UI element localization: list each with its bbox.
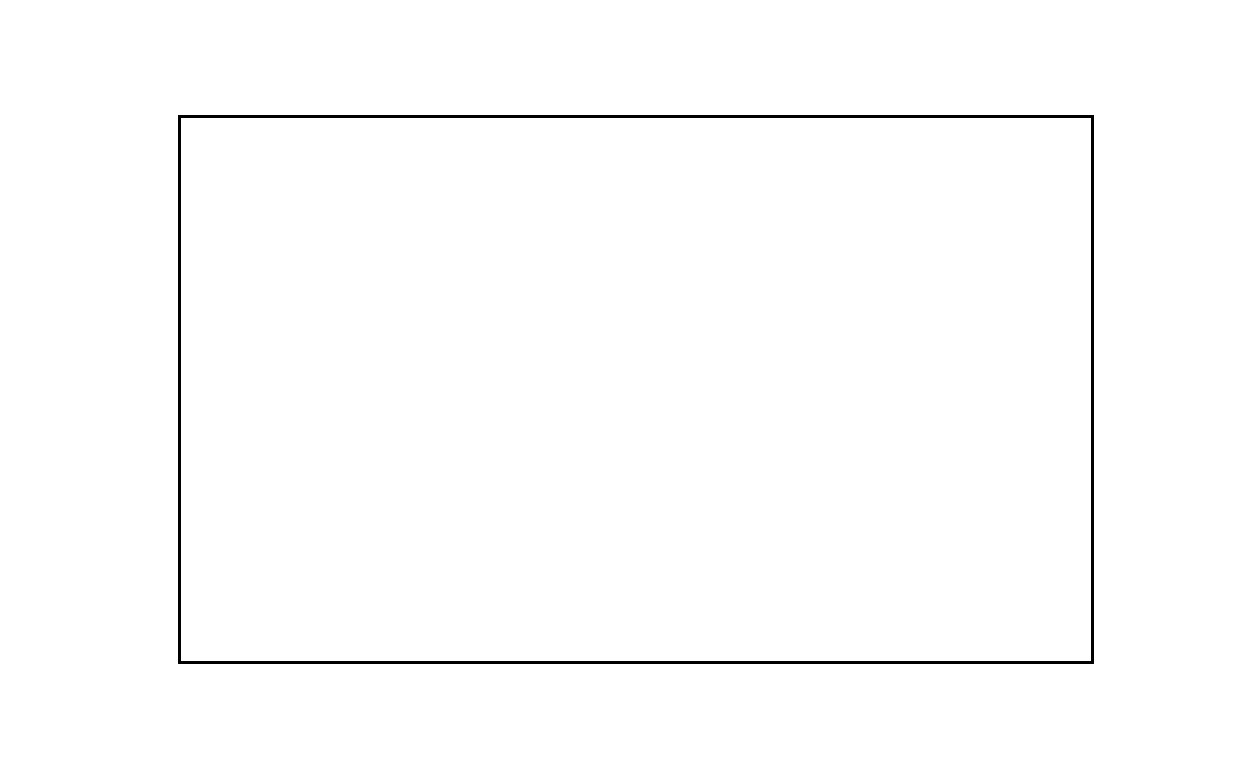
Text: 31: 31 <box>205 210 236 234</box>
Text: Reverse: Reverse <box>410 389 500 408</box>
Text: 34: 34 <box>205 386 236 410</box>
Text: 类型: 类型 <box>440 143 470 167</box>
Text: 37: 37 <box>205 562 236 587</box>
Text: GGCTGGTCTCAAACTCCTGAC: GGCTGGTCTCAAACTCCTGAC <box>676 447 941 467</box>
Text: Forward: Forward <box>410 564 500 584</box>
Text: TCCATGCATGACATCTCCCTT: TCCATGCATGACATCTCCCTT <box>676 506 941 526</box>
Text: C158T: C158T <box>286 594 358 614</box>
Text: A179G: A179G <box>285 476 361 497</box>
Text: 35: 35 <box>205 445 236 469</box>
Text: Reverse: Reverse <box>410 506 500 526</box>
Text: Forward: Forward <box>410 212 500 232</box>
Text: 36: 36 <box>205 503 236 527</box>
Bar <box>179 193 1092 310</box>
Bar <box>179 545 1092 662</box>
Text: 33: 33 <box>205 328 236 352</box>
Bar <box>179 428 1092 545</box>
Text: TGGTTTGTTGTTTGCTGGTAGG: TGGTTTGTTGTTTGCTGGTAGG <box>670 623 947 643</box>
Text: GCAACTCATCGGTGATTCCCTT: GCAACTCATCGGTGATTCCCTT <box>670 564 947 584</box>
Text: Forward: Forward <box>410 329 500 349</box>
Text: CTTCCCATTACTGCCCCCCTGAC: CTTCCCATTACTGCCCCCCTGAC <box>663 271 954 291</box>
Text: C142T: C142T <box>286 241 358 261</box>
Text: C214T: C214T <box>286 359 358 379</box>
Text: 38: 38 <box>205 621 236 645</box>
Text: SEQ
NO.: SEQ NO. <box>195 126 246 183</box>
Text: Reverse: Reverse <box>410 271 500 291</box>
Text: TCATCAGCAGCTTTCCGCTTC: TCATCAGCAGCTTTCCGCTTC <box>676 212 941 232</box>
Text: 32: 32 <box>205 269 236 293</box>
Bar <box>179 116 1092 193</box>
Text: GACGCTACTTTGTGGCATTCG: GACGCTACTTTGTGGCATTCG <box>676 329 941 349</box>
Bar <box>179 310 1092 428</box>
Text: GGCACCCACAGCAACTAATTC: GGCACCCACAGCAACTAATTC <box>676 389 941 408</box>
Text: 突变位点: 突变位点 <box>293 143 353 167</box>
Text: Forward: Forward <box>410 447 500 467</box>
Text: 扩增引物（5' - 3'）: 扩增引物（5' - 3'） <box>729 143 889 167</box>
Text: Reverse: Reverse <box>410 623 500 643</box>
